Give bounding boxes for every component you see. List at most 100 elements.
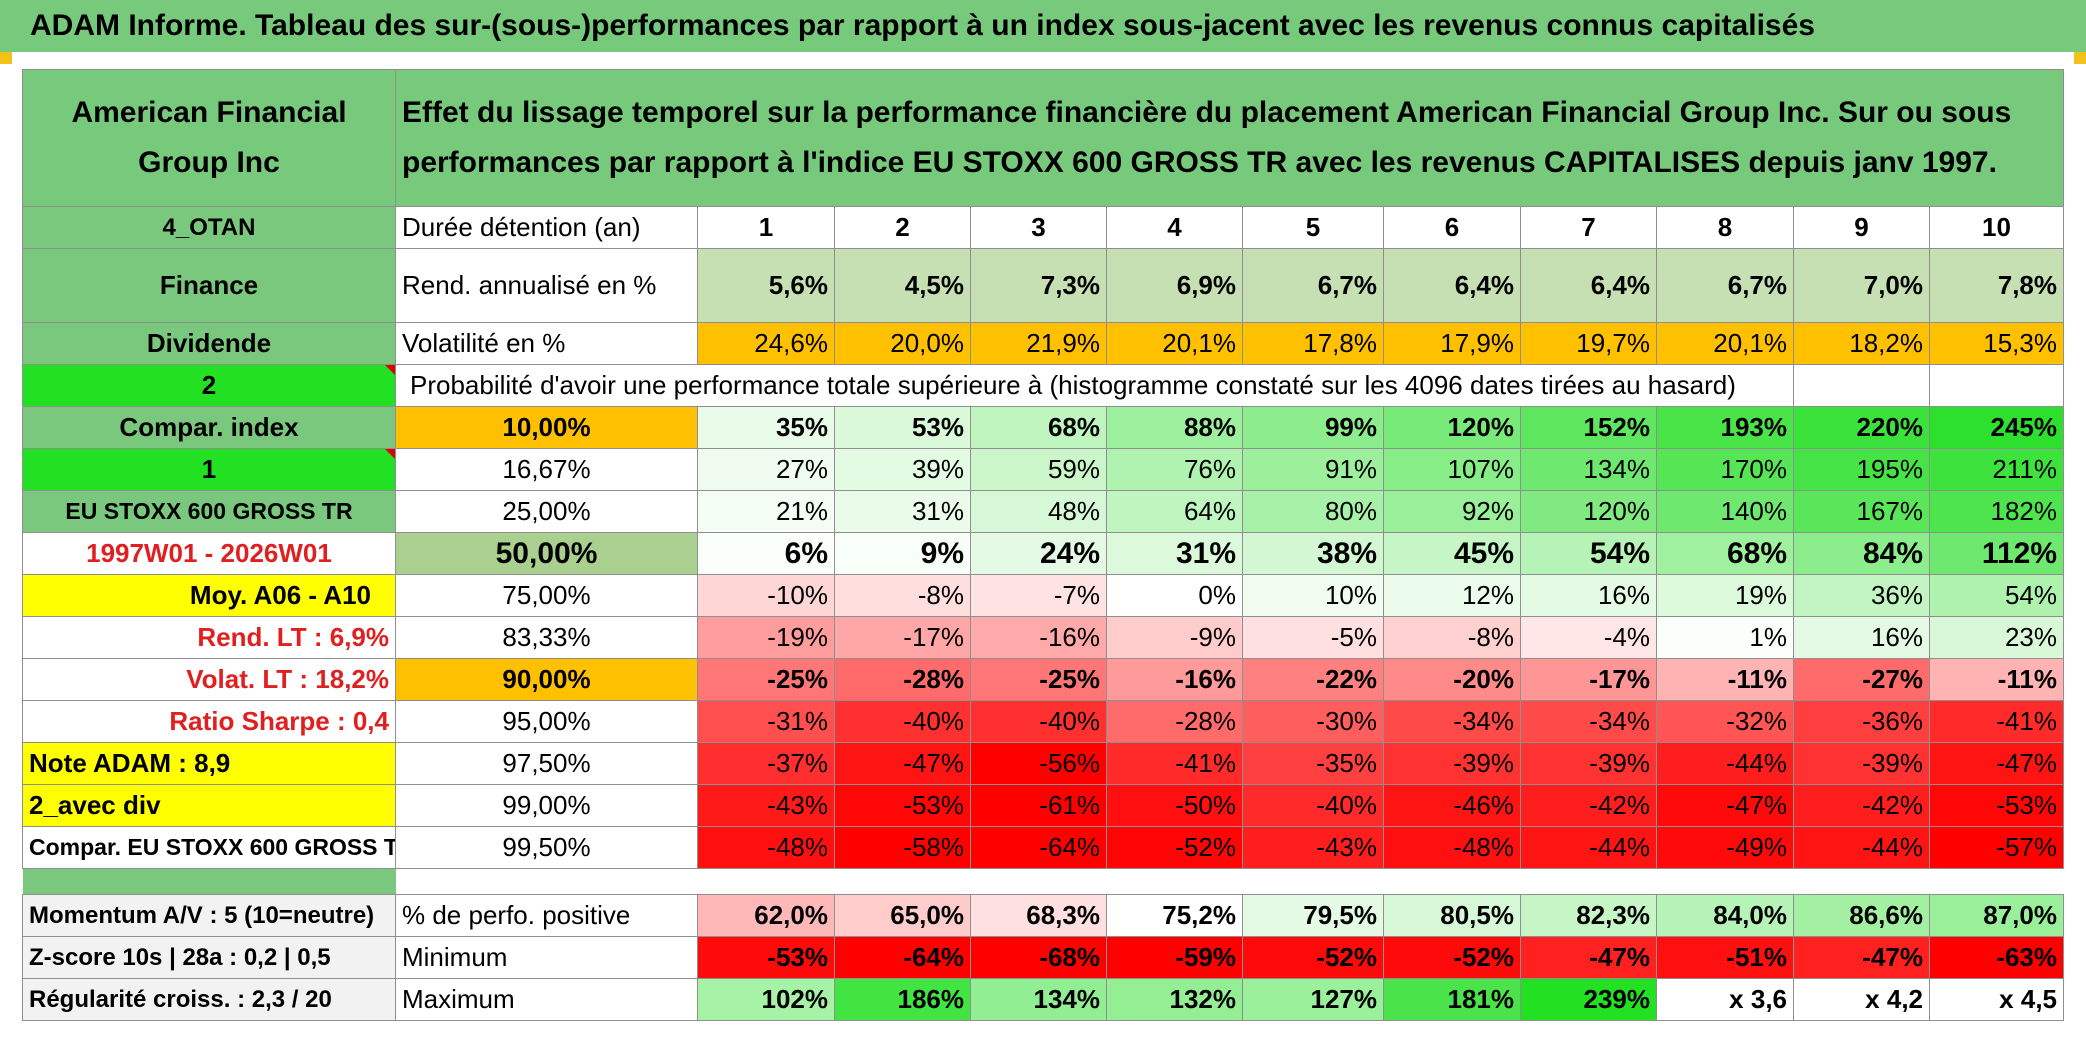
vol-cell: 20,1% — [1106, 322, 1243, 365]
vol-row: Dividende Volatilité en % 24,6% 20,0% 21… — [22, 322, 2064, 365]
percentile-value-cell: -42% — [1793, 784, 1930, 827]
percentile-value-cell: 59% — [970, 448, 1107, 491]
percentile-value-cell: 167% — [1793, 490, 1930, 533]
percentile-value-cell: 134% — [1520, 448, 1657, 491]
percentile-value-cell: 23% — [1929, 616, 2064, 659]
percentile-label: 75,00% — [395, 574, 698, 617]
percentile-value-cell: 36% — [1793, 574, 1930, 617]
avg-label: Moy. A06 - A10 — [22, 574, 396, 617]
empty-cell — [1793, 364, 1930, 407]
stat-value-cell: 86,6% — [1793, 894, 1930, 937]
percentile-value-cell: 53% — [834, 406, 971, 449]
percentile-value-cell: 170% — [1656, 448, 1794, 491]
stat-value-cell: -63% — [1929, 936, 2064, 979]
stat-value-cell: x 4,2 — [1793, 978, 1930, 1021]
percentile-value-cell: -8% — [834, 574, 971, 617]
percentile-value-cell: 10% — [1242, 574, 1384, 617]
proba-label: Probabilité d'avoir une performance tota… — [395, 364, 1794, 407]
performance-sheet: American Financial Group Inc Effet du li… — [22, 69, 2064, 1021]
percentile-value-cell: -11% — [1656, 658, 1794, 701]
percentile-value-cell: 193% — [1656, 406, 1794, 449]
percentile-value-cell: -16% — [970, 616, 1107, 659]
percentile-value-cell: -40% — [970, 700, 1107, 743]
spacer-cell — [22, 868, 396, 895]
percentile-value-cell: 38% — [1242, 532, 1384, 575]
percentile-value-cell: -41% — [1106, 742, 1243, 785]
corner-handle-tr[interactable] — [2074, 52, 2086, 64]
corner-handle-tl[interactable] — [0, 52, 12, 64]
year-cell: 4 — [1106, 206, 1243, 249]
percentile-value-cell: -11% — [1929, 658, 2064, 701]
year-cell: 9 — [1793, 206, 1930, 249]
vol-cell: 20,0% — [834, 322, 971, 365]
selector-r4[interactable]: 2 — [22, 364, 396, 407]
percentile-value-cell: -49% — [1656, 826, 1794, 869]
stat-value-cell: 82,3% — [1520, 894, 1657, 937]
duration-label: Durée détention (an) — [395, 206, 698, 249]
rend-cell: 7,3% — [970, 248, 1107, 323]
performance-table: American Financial Group Inc Effet du li… — [22, 69, 2064, 1021]
percentile-value-cell: -50% — [1106, 784, 1243, 827]
vol-label: Volatilité en % — [395, 322, 698, 365]
percentile-label: 90,00% — [395, 658, 698, 701]
percentile-value-cell: -7% — [970, 574, 1107, 617]
regularite-label: Régularité croiss. : 2,3 / 20 — [22, 978, 396, 1021]
percentile-value-cell: 39% — [834, 448, 971, 491]
percentile-label: 95,00% — [395, 700, 698, 743]
stat-label: Minimum — [395, 936, 698, 979]
percentile-value-cell: -43% — [697, 784, 835, 827]
percentile-value-cell: 92% — [1383, 490, 1521, 533]
spacer-cell — [396, 869, 2064, 895]
rend-label: Rend. annualisé en % — [395, 248, 698, 323]
percentile-value-cell: -31% — [697, 700, 835, 743]
stat-value-cell: x 4,5 — [1929, 978, 2064, 1021]
percentile-value-cell: 45% — [1383, 532, 1521, 575]
percentile-value-cell: -36% — [1793, 700, 1930, 743]
percentile-value-cell: -9% — [1106, 616, 1243, 659]
year-cell: 8 — [1656, 206, 1794, 249]
stat-value-cell: -64% — [834, 936, 971, 979]
vol-cell: 21,9% — [970, 322, 1107, 365]
percentile-value-cell: -20% — [1383, 658, 1521, 701]
percentile-row: Rend. LT : 6,9% 83,33% -19% -17% -16% -9% -5… — [22, 616, 2064, 659]
stats-row: Régularité croiss. : 2,3 / 20 Maximum 10… — [22, 978, 2064, 1021]
percentile-value-cell: 1% — [1656, 616, 1794, 659]
rend-cell: 7,8% — [1929, 248, 2064, 323]
stats-row: Momentum A/V : 5 (10=neutre) % de perfo.… — [22, 894, 2064, 937]
percentile-value-cell: 182% — [1929, 490, 2064, 533]
compar-label: Compar. EU STOXX 600 GROSS TR — [22, 826, 396, 869]
percentile-value-cell: 19% — [1656, 574, 1794, 617]
stat-value-cell: -68% — [970, 936, 1107, 979]
percentile-value-cell: 88% — [1106, 406, 1243, 449]
percentile-value-cell: 35% — [697, 406, 835, 449]
percentile-value-cell: 211% — [1929, 448, 2064, 491]
percentile-value-cell: -30% — [1242, 700, 1384, 743]
year-cell: 2 — [834, 206, 971, 249]
zscore-label: Z-score 10s | 28a : 0,2 | 0,5 — [22, 936, 396, 979]
rend-cell: 5,6% — [697, 248, 835, 323]
percentile-value-cell: 16% — [1520, 574, 1657, 617]
stat-label: % de perfo. positive — [395, 894, 698, 937]
stat-value-cell: 134% — [970, 978, 1107, 1021]
percentile-value-cell: -5% — [1242, 616, 1384, 659]
percentile-label: 16,67% — [395, 448, 698, 491]
percentile-value-cell: -27% — [1793, 658, 1930, 701]
sharpe-label: Ratio Sharpe : 0,4 — [22, 700, 396, 743]
stat-value-cell: -59% — [1106, 936, 1243, 979]
stat-value-cell: -52% — [1383, 936, 1521, 979]
percentile-label: 10,00% — [395, 406, 698, 449]
percentile-value-cell: -4% — [1520, 616, 1657, 659]
stat-value-cell: -47% — [1793, 936, 1930, 979]
vol-cell: 18,2% — [1793, 322, 1930, 365]
percentile-label: 50,00% — [395, 532, 698, 575]
percentile-value-cell: 12% — [1383, 574, 1521, 617]
stat-value-cell: 68,3% — [970, 894, 1107, 937]
percentile-value-cell: -47% — [1929, 742, 2064, 785]
percentile-value-cell: 31% — [834, 490, 971, 533]
stat-value-cell: 75,2% — [1106, 894, 1243, 937]
year-cell: 3 — [970, 206, 1107, 249]
selector-r6[interactable]: 1 — [22, 448, 396, 491]
duration-row: 4_OTAN Durée détention (an) 1 2 3 4 5 6 … — [22, 206, 2064, 249]
year-cell: 10 — [1929, 206, 2064, 249]
percentile-value-cell: -17% — [1520, 658, 1657, 701]
